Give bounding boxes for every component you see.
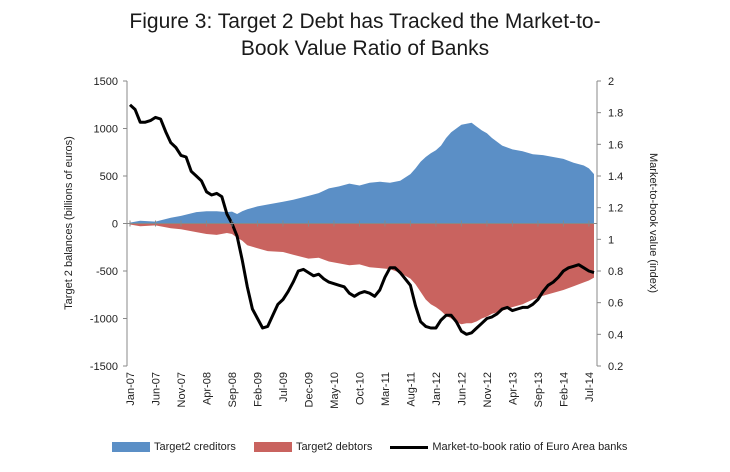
x-tick-label: Feb-14 <box>558 372 570 407</box>
x-tick-label: Jan-07 <box>125 372 137 406</box>
legend-swatch-debtors <box>253 442 292 452</box>
x-tick-label: Sep-13 <box>533 372 545 407</box>
chart-title: Figure 3: Target 2 Debt has Tracked the … <box>0 8 730 62</box>
legend-label-ratio: Market-to-book ratio of Euro Area banks <box>432 441 628 453</box>
x-tick-label: Oct-10 <box>355 372 367 405</box>
axes: 1500 1000 500 0 -500 -1000 -1500 2 1.8 1.6 1.4 1.2 1… <box>90 76 623 409</box>
plot-area <box>128 103 595 336</box>
chart-title-line-2: Book Value Ratio of Banks <box>240 37 490 60</box>
chart-title-line-1: Figure 3: Target 2 Debt has Tracked the … <box>129 10 601 33</box>
x-tick-label: Mar-11 <box>380 372 392 406</box>
legend: Target2 creditors Target2 debtors Market… <box>112 437 645 457</box>
x-tick-label: Jan-12 <box>431 372 443 406</box>
x-tick-label: Nov-07 <box>176 372 188 407</box>
legend-item-creditors: Target2 creditors <box>112 441 236 453</box>
x-tick-label: Jul-09 <box>278 372 290 402</box>
y2-tick-label: 1.4 <box>608 171 623 183</box>
legend-swatch-ratio <box>390 445 429 449</box>
y-tick-label: -1500 <box>90 361 118 373</box>
y-tick-label: 1500 <box>94 76 118 88</box>
y2-tick-label: 1.6 <box>608 139 623 151</box>
legend-label-creditors: Target2 creditors <box>154 441 236 453</box>
y2-tick-label: 1.8 <box>608 108 623 120</box>
y2-tick-label: 0.4 <box>608 329 623 341</box>
x-tick-label: Apr-13 <box>507 372 519 405</box>
series-area-target2-creditors <box>130 122 594 224</box>
y-axis-label: Target 2 balances (billions of euros) <box>63 136 75 310</box>
y2-tick-label: 2 <box>608 76 614 88</box>
y2-tick-label: 1 <box>608 234 614 246</box>
y-tick-label: 500 <box>100 171 118 183</box>
legend-item-ratio: Market-to-book ratio of Euro Area banks <box>390 441 627 453</box>
series-area-target2-debtors <box>130 223 594 325</box>
legend-swatch-creditors <box>112 442 150 452</box>
x-tick-label: Jul-14 <box>584 372 596 402</box>
y2-tick-label: 1.2 <box>608 203 623 215</box>
y-tick-label: -500 <box>96 266 118 278</box>
y2-tick-label: 0.6 <box>608 298 623 310</box>
x-tick-label: Aug-11 <box>405 372 417 407</box>
y-tick-label: 0 <box>112 219 118 231</box>
x-tick-label: Nov-12 <box>482 372 494 407</box>
legend-label-debtors: Target2 debtors <box>295 441 373 453</box>
y2-axis-label: Market-to-book value (index) <box>647 153 659 293</box>
x-tick-label: Apr-08 <box>202 372 214 405</box>
y2-tick-label: 0.2 <box>608 361 623 373</box>
y-tick-label: -1000 <box>90 314 118 326</box>
y2-tick-label: 0.8 <box>608 266 623 278</box>
y-tick-label: 1000 <box>94 124 118 136</box>
x-tick-label: May-10 <box>329 372 341 409</box>
x-tick-label: Dec-09 <box>304 372 316 407</box>
x-tick-label: Jun-12 <box>456 372 468 406</box>
x-tick-label: Jun-07 <box>151 372 163 406</box>
legend-item-debtors: Target2 debtors <box>253 441 373 453</box>
x-tick-label: Feb-09 <box>253 372 265 407</box>
series-line-market-to-book <box>128 103 595 336</box>
x-tick-label: Sep-08 <box>227 372 239 407</box>
